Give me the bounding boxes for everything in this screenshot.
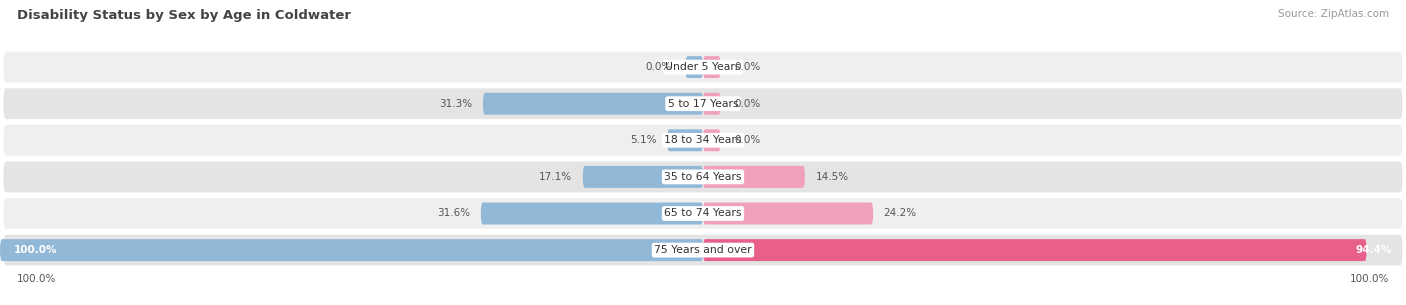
Text: 100.0%: 100.0% <box>17 274 56 285</box>
Text: 75 Years and over: 75 Years and over <box>654 245 752 255</box>
Text: 0.0%: 0.0% <box>734 99 761 109</box>
Text: Disability Status by Sex by Age in Coldwater: Disability Status by Sex by Age in Coldw… <box>17 9 352 22</box>
FancyBboxPatch shape <box>3 235 1403 265</box>
FancyBboxPatch shape <box>703 93 721 115</box>
FancyBboxPatch shape <box>0 239 703 261</box>
FancyBboxPatch shape <box>583 166 703 188</box>
Text: 100.0%: 100.0% <box>14 245 58 255</box>
FancyBboxPatch shape <box>484 93 703 115</box>
FancyBboxPatch shape <box>703 129 721 151</box>
Text: 31.3%: 31.3% <box>439 99 472 109</box>
FancyBboxPatch shape <box>686 56 703 78</box>
FancyBboxPatch shape <box>3 125 1403 156</box>
FancyBboxPatch shape <box>3 52 1403 82</box>
Text: 5 to 17 Years: 5 to 17 Years <box>668 99 738 109</box>
Text: 14.5%: 14.5% <box>815 172 849 182</box>
Text: 17.1%: 17.1% <box>538 172 572 182</box>
Text: 24.2%: 24.2% <box>884 209 917 218</box>
Text: 94.4%: 94.4% <box>1355 245 1392 255</box>
Text: Source: ZipAtlas.com: Source: ZipAtlas.com <box>1278 9 1389 19</box>
FancyBboxPatch shape <box>703 203 873 224</box>
Text: 0.0%: 0.0% <box>734 135 761 145</box>
Text: 5.1%: 5.1% <box>630 135 657 145</box>
FancyBboxPatch shape <box>703 166 804 188</box>
Text: 0.0%: 0.0% <box>734 62 761 72</box>
FancyBboxPatch shape <box>3 198 1403 229</box>
FancyBboxPatch shape <box>703 239 1367 261</box>
Text: 0.0%: 0.0% <box>645 62 672 72</box>
Text: 65 to 74 Years: 65 to 74 Years <box>664 209 742 218</box>
Text: 31.6%: 31.6% <box>437 209 470 218</box>
FancyBboxPatch shape <box>668 129 703 151</box>
Text: 35 to 64 Years: 35 to 64 Years <box>664 172 742 182</box>
FancyBboxPatch shape <box>3 88 1403 119</box>
Text: 18 to 34 Years: 18 to 34 Years <box>664 135 742 145</box>
FancyBboxPatch shape <box>481 203 703 224</box>
FancyBboxPatch shape <box>703 56 721 78</box>
Text: Under 5 Years: Under 5 Years <box>665 62 741 72</box>
FancyBboxPatch shape <box>3 162 1403 192</box>
Text: 100.0%: 100.0% <box>1350 274 1389 285</box>
